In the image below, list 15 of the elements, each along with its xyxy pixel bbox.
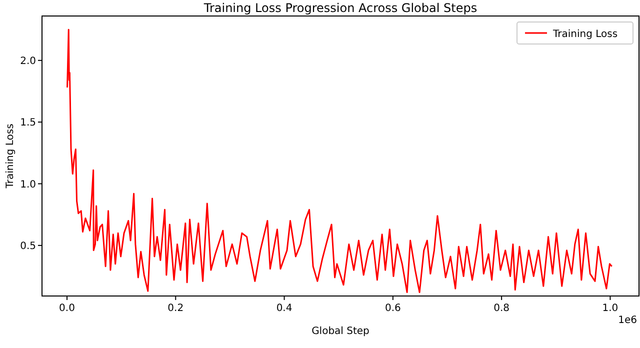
y-axis-title: Training Loss	[5, 124, 16, 190]
text: 1e6	[618, 315, 637, 326]
chart-title: Training Loss Progression Across Global Steps	[202, 1, 478, 15]
y-tick-label: 2.0	[20, 56, 36, 67]
x-tick-label: 0.2	[168, 303, 184, 314]
x-tick-label: 0.6	[384, 303, 401, 314]
x-tick-label: 1.0	[602, 303, 618, 314]
x-tick-label: 0.8	[494, 303, 510, 314]
legend-label: Training Loss	[552, 29, 618, 40]
x-axis-title: Global Step	[312, 326, 370, 337]
x-tick-label: 0.0	[59, 303, 75, 314]
y-tick-label: 1.5	[20, 118, 36, 129]
x-tick-label: 0.4	[276, 303, 292, 314]
y-tick-label: 1.0	[20, 179, 36, 190]
y-tick-label: 0.5	[20, 240, 36, 252]
